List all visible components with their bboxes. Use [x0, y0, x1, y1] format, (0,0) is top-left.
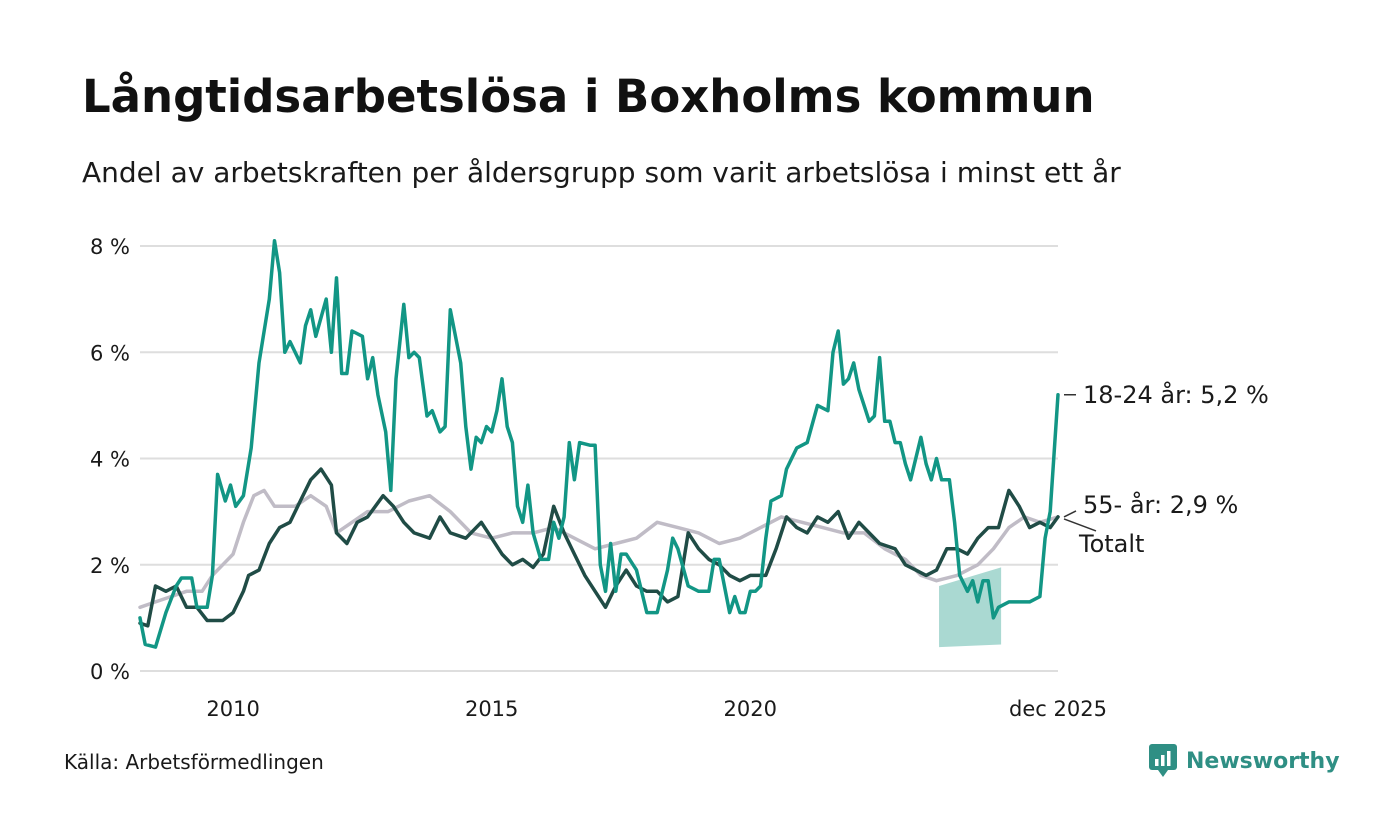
- gridlines: [140, 245, 1058, 672]
- y-tick-label: 4 %: [90, 448, 130, 472]
- end-label-55: 55- år: 2,9 %: [1083, 490, 1238, 519]
- series-line-55-r: [138, 467, 1060, 628]
- y-tick-label: 6 %: [90, 341, 130, 365]
- x-tick-label: 2020: [724, 697, 777, 721]
- source-note: Källa: Arbetsförmedlingen: [64, 750, 324, 774]
- uncertainty-band: [939, 567, 1002, 648]
- leader-line: [1063, 510, 1077, 518]
- y-tick-label: 2 %: [90, 554, 130, 578]
- series-line-18-24-r: [138, 238, 1060, 649]
- leader-line: [1063, 518, 1097, 532]
- end-labels: 18-24 år: 5,2 % 55- år: 2,9 % Totalt: [1063, 380, 1269, 558]
- brand-logo[interactable]: Newsworthy: [1148, 743, 1340, 779]
- y-tick-label: 0 %: [90, 660, 130, 684]
- x-tick-label: dec 2025: [1009, 697, 1107, 721]
- x-axis-ticks: 2010 2015 2020 dec 2025: [206, 697, 1107, 721]
- end-label-18-24: 18-24 år: 5,2 %: [1083, 380, 1269, 409]
- newsworthy-logo-icon: [1149, 744, 1177, 777]
- y-tick-label: 8 %: [90, 235, 130, 259]
- brand-name: Newsworthy: [1186, 748, 1340, 774]
- chart-subtitle: Andel av arbetskraften per åldersgrupp s…: [82, 156, 1121, 189]
- x-tick-label: 2010: [206, 697, 259, 721]
- uncertainty-band-group: [939, 567, 1002, 648]
- end-label-totalt: Totalt: [1078, 530, 1144, 558]
- y-axis-ticks: 0 % 2 % 4 % 6 % 8 %: [90, 235, 130, 684]
- series-lines: [138, 238, 1060, 649]
- x-tick-label: 2015: [465, 697, 518, 721]
- chart-title: Långtidsarbetslösa i Boxholms kommun: [82, 70, 1095, 123]
